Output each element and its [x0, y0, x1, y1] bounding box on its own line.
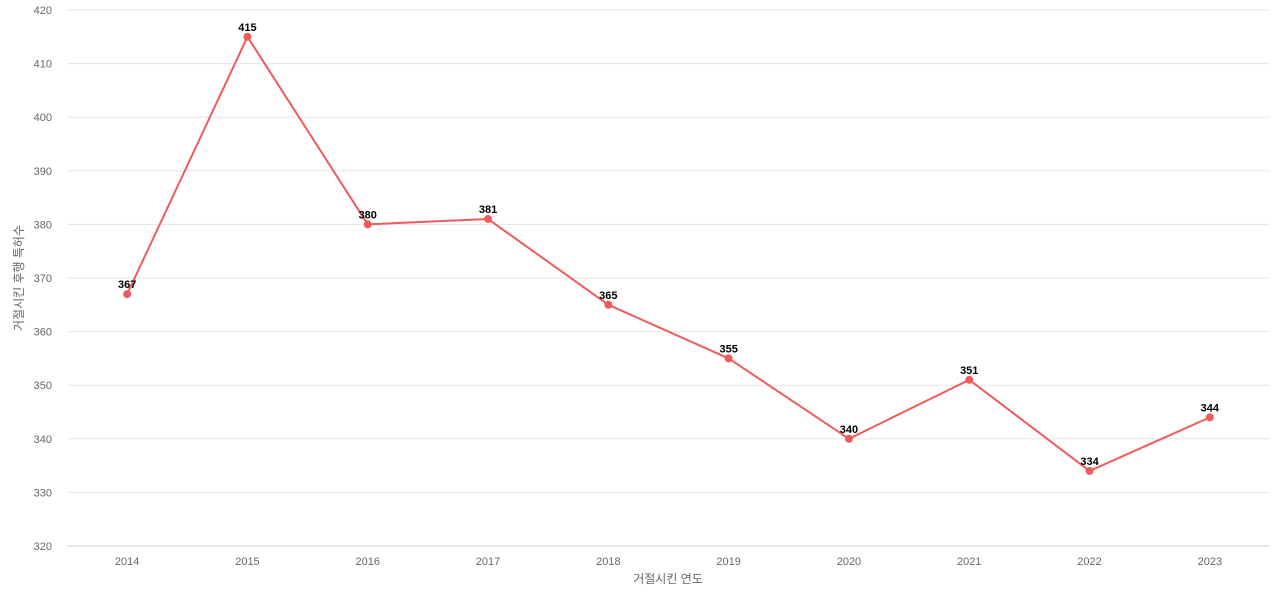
data-label: 334 [1080, 456, 1099, 468]
y-tick-labels: 320 330 340 350 360 370 380 390 400 410 420 [34, 5, 52, 553]
data-label: 344 [1201, 402, 1220, 414]
x-tick-label: 2023 [1198, 556, 1222, 568]
y-tick-label: 330 [34, 487, 52, 499]
data-label: 355 [719, 343, 737, 355]
x-tick-label: 2017 [476, 556, 500, 568]
x-axis-title: 거절시킨 연도 [633, 572, 703, 586]
x-tick-label: 2014 [115, 556, 139, 568]
data-point [243, 32, 252, 41]
data-label: 415 [238, 22, 256, 34]
data-label: 381 [479, 204, 497, 216]
data-point [1085, 466, 1094, 475]
data-label: 351 [960, 365, 978, 377]
x-tick-label: 2022 [1077, 556, 1101, 568]
series-layer [126, 35, 1211, 472]
y-tick-label: 340 [34, 434, 52, 446]
x-tick-label: 2018 [596, 556, 620, 568]
y-tick-label: 370 [34, 273, 52, 285]
y-tick-label: 360 [34, 327, 52, 339]
y-tick-label: 410 [34, 59, 52, 71]
x-tick-label: 2019 [716, 556, 740, 568]
x-tick-labels: 2014 2015 2016 2017 2018 2019 2020 2021 2022 2023 [115, 556, 1222, 568]
data-label: 367 [118, 279, 136, 291]
x-tick-label: 2015 [235, 556, 259, 568]
x-tick-label: 2020 [837, 556, 861, 568]
x-tick-label: 2021 [957, 556, 981, 568]
data-label: 365 [599, 290, 617, 302]
data-point [1205, 413, 1214, 422]
data-point [123, 290, 132, 299]
data-point [965, 375, 974, 384]
data-label: 340 [840, 424, 858, 436]
data-labels: 367 415 380 381 365 355 340 351 334 344 [118, 22, 1220, 468]
y-tick-label: 320 [34, 541, 52, 553]
y-tick-label: 400 [34, 112, 52, 124]
data-point [363, 220, 372, 229]
series-line [126, 35, 1211, 472]
y-tick-label: 380 [34, 219, 52, 231]
y-tick-label: 420 [34, 5, 52, 17]
data-point [484, 215, 493, 224]
data-points [123, 32, 1214, 475]
data-point [724, 354, 733, 363]
x-tick-label: 2016 [356, 556, 380, 568]
data-label: 380 [359, 209, 377, 221]
data-point [604, 300, 613, 309]
data-point [844, 434, 853, 443]
y-tick-label: 350 [34, 380, 52, 392]
y-tick-label: 390 [34, 166, 52, 178]
y-axis-title: 거절시킨 후행 특허수 [11, 225, 26, 331]
